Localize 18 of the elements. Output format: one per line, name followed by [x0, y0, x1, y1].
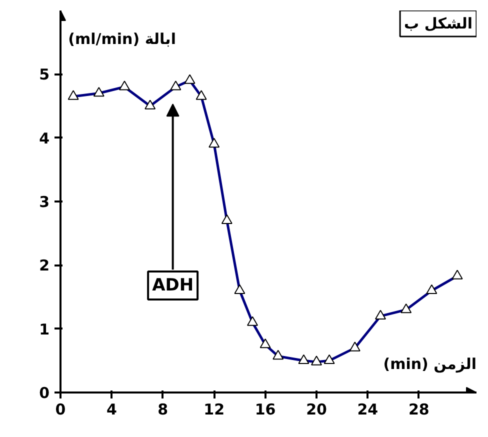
x-tick-label: 24 [357, 400, 378, 418]
x-tick-label: 12 [204, 400, 225, 418]
annotation: ADH [152, 276, 194, 296]
y-tick-label: 3 [39, 193, 50, 211]
x-tick-label: 4 [106, 400, 117, 418]
y-tick-label: 1 [39, 320, 50, 338]
x-axis-title: (min) الزمن [383, 354, 477, 373]
y-axis-title: (ml/min) ابالة [68, 30, 176, 48]
x-tick-label: 28 [408, 400, 430, 418]
y-tick-label: 4 [39, 129, 50, 148]
x-tick-label: 20 [306, 400, 327, 418]
x-tick-label: 16 [254, 400, 276, 418]
y-tick-label: 2 [39, 256, 50, 275]
chart-title: الشكل ب [404, 14, 473, 32]
x-tick-label: 8 [158, 400, 168, 418]
y-tick-label: 0 [39, 384, 50, 402]
y-tick-label: 5 [39, 66, 50, 84]
x-tick-label: 0 [55, 400, 66, 418]
